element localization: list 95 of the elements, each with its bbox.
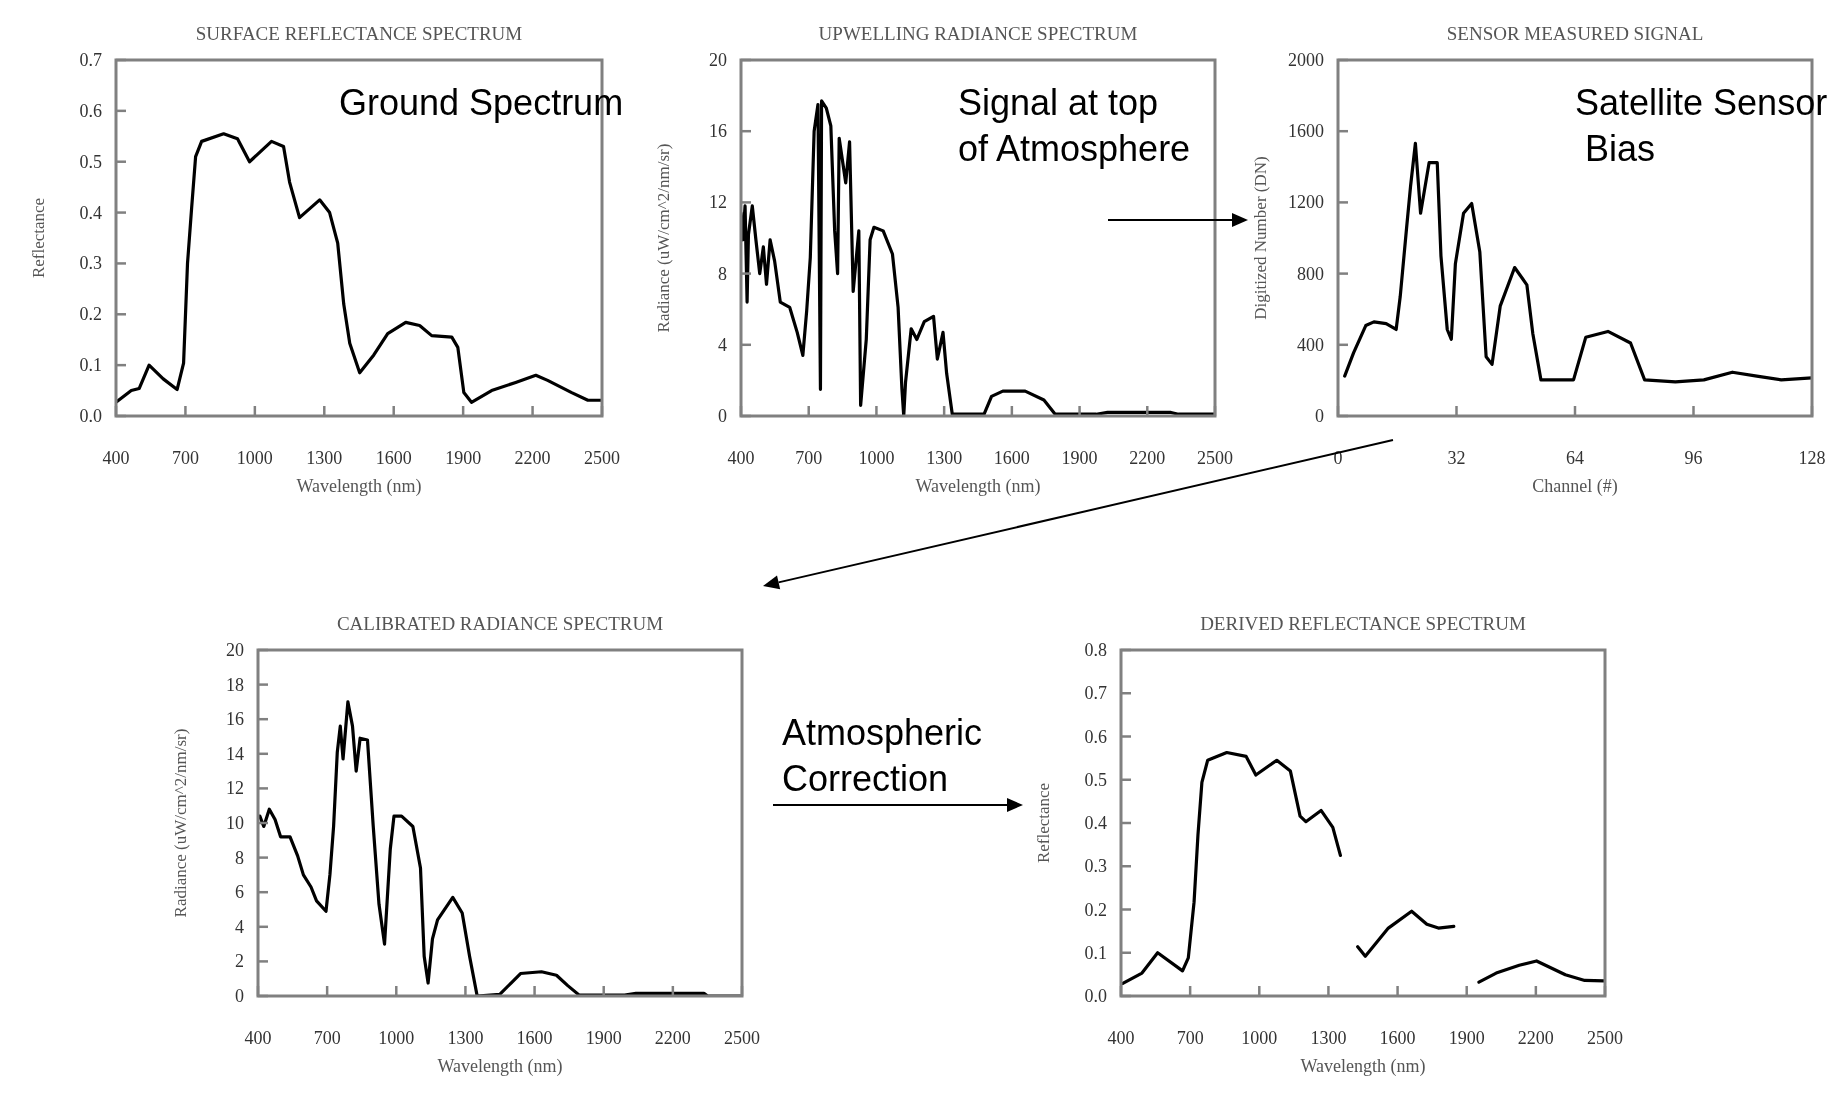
x-tick-label: 700: [1176, 1028, 1204, 1048]
y-tick-label: 0.7: [79, 50, 102, 70]
y-tick-label: 1200: [1288, 192, 1324, 213]
x-tick-label: 2200: [654, 1028, 691, 1048]
chart-title: CALIBRATED RADIANCE SPECTRUM: [336, 613, 664, 634]
y-axis-title: Reflectance: [29, 197, 48, 279]
annotation: Satellite Sensor Bias: [1575, 82, 1828, 169]
y-tick-label: 14: [226, 743, 244, 764]
x-axis-title: Channel (#): [1532, 476, 1618, 497]
y-tick-label: 0.2: [79, 304, 102, 325]
y-tick-label: 0.6: [1084, 726, 1107, 747]
x-tick-label: 1300: [1310, 1028, 1347, 1048]
x-tick-label: 1900: [1061, 448, 1098, 468]
x-tick-label: 1300: [306, 448, 343, 468]
y-tick-label: 8: [235, 847, 244, 868]
x-axis-title: Wavelength (nm): [1300, 1056, 1426, 1077]
x-tick-label: 2500: [724, 1028, 760, 1048]
y-tick-label: 12: [709, 192, 727, 213]
x-tick-label: 2200: [1517, 1028, 1554, 1048]
y-tick-label: 0: [718, 406, 727, 426]
y-tick-label: 0.0: [79, 406, 102, 426]
x-tick-label: 96: [1684, 448, 1703, 468]
y-tick-label: 1600: [1288, 121, 1324, 142]
x-tick-label: 32: [1447, 448, 1466, 468]
x-tick-label: 2500: [584, 448, 620, 468]
x-tick-label: 1900: [445, 448, 482, 468]
y-axis-title: Radiance (uW/cm^2/nm/sr): [654, 143, 673, 333]
chart-title: SENSOR MEASURED SIGNAL: [1446, 23, 1704, 44]
y-tick-label: 0.4: [79, 202, 102, 223]
y-tick-label: 20: [709, 50, 727, 70]
y-tick-label: 0.5: [1084, 769, 1107, 790]
y-tick-label: 4: [718, 334, 727, 355]
y-tick-label: 2: [235, 951, 244, 972]
y-tick-label: 0.6: [79, 100, 102, 121]
x-tick-label: 1600: [375, 448, 412, 468]
y-axis-title: Digitized Number (DN): [1251, 156, 1270, 320]
annotation: Ground Spectrum: [339, 82, 624, 123]
y-axis-title: Radiance (uW/cm^2/nm/sr): [171, 728, 190, 918]
y-tick-label: 0: [235, 986, 244, 1006]
x-tick-label: 700: [313, 1028, 341, 1048]
x-axis-title: Wavelength (nm): [296, 476, 422, 497]
y-tick-label: 0.0: [1084, 986, 1107, 1006]
text: Atmospheric Correction: [782, 712, 983, 799]
y-axis-title: Reflectance: [1034, 782, 1053, 864]
x-tick-label: 1600: [993, 448, 1030, 468]
y-tick-label: 0.3: [79, 253, 102, 274]
x-tick-label: 1900: [1448, 1028, 1485, 1048]
x-tick-label: 700: [795, 448, 823, 468]
x-tick-label: 1300: [926, 448, 963, 468]
y-tick-label: 0.7: [1084, 683, 1107, 704]
x-tick-label: 1600: [1379, 1028, 1416, 1048]
y-tick-label: 0.1: [79, 355, 102, 376]
x-tick-label: 1600: [516, 1028, 553, 1048]
y-tick-label: 12: [226, 778, 244, 799]
chart-title: DERIVED REFLECTANCE SPECTRUM: [1200, 613, 1526, 634]
x-tick-label: 128: [1798, 448, 1826, 468]
x-tick-label: 400: [102, 448, 130, 468]
y-tick-label: 10: [226, 813, 244, 833]
chart-title: UPWELLING RADIANCE SPECTRUM: [818, 23, 1138, 44]
annotation: Signal at top of Atmosphere: [958, 82, 1191, 169]
line-series: [258, 700, 742, 996]
x-axis-title: Wavelength (nm): [915, 476, 1041, 497]
y-tick-label: 8: [718, 263, 727, 284]
x-tick-label: 1000: [236, 448, 273, 468]
y-tick-label: 6: [235, 882, 244, 903]
x-tick-label: 1900: [585, 1028, 622, 1048]
x-tick-label: 2200: [514, 448, 551, 468]
y-tick-label: 0.1: [1084, 942, 1107, 963]
y-tick-label: 0.8: [1084, 640, 1107, 660]
x-tick-label: 1300: [447, 1028, 484, 1048]
y-tick-label: 2000: [1288, 50, 1324, 70]
x-tick-label: 1000: [858, 448, 895, 468]
y-tick-label: 0.3: [1084, 856, 1107, 877]
y-tick-label: 0.2: [1084, 899, 1107, 920]
y-tick-label: 20: [226, 640, 244, 660]
x-tick-label: 1000: [378, 1028, 415, 1048]
x-tick-label: 2200: [1129, 448, 1166, 468]
x-tick-label: 2500: [1587, 1028, 1623, 1048]
x-tick-label: 700: [171, 448, 199, 468]
y-tick-label: 16: [226, 709, 244, 730]
y-tick-label: 0: [1315, 406, 1324, 426]
x-tick-label: 64: [1566, 448, 1584, 468]
x-axis-title: Wavelength (nm): [437, 1056, 563, 1077]
y-tick-label: 4: [235, 916, 244, 937]
x-tick-label: 2500: [1197, 448, 1233, 468]
chart-title: SURFACE REFLECTANCE SPECTRUM: [195, 23, 523, 44]
x-tick-label: 400: [1107, 1028, 1135, 1048]
x-tick-label: 1000: [1241, 1028, 1278, 1048]
y-tick-label: 18: [226, 674, 244, 695]
line-series: [116, 132, 602, 404]
y-tick-label: 0.4: [1084, 813, 1107, 833]
y-tick-label: 0.5: [79, 151, 102, 172]
y-tick-label: 16: [709, 121, 727, 142]
y-tick-label: 800: [1297, 263, 1324, 284]
y-tick-label: 400: [1297, 334, 1324, 355]
